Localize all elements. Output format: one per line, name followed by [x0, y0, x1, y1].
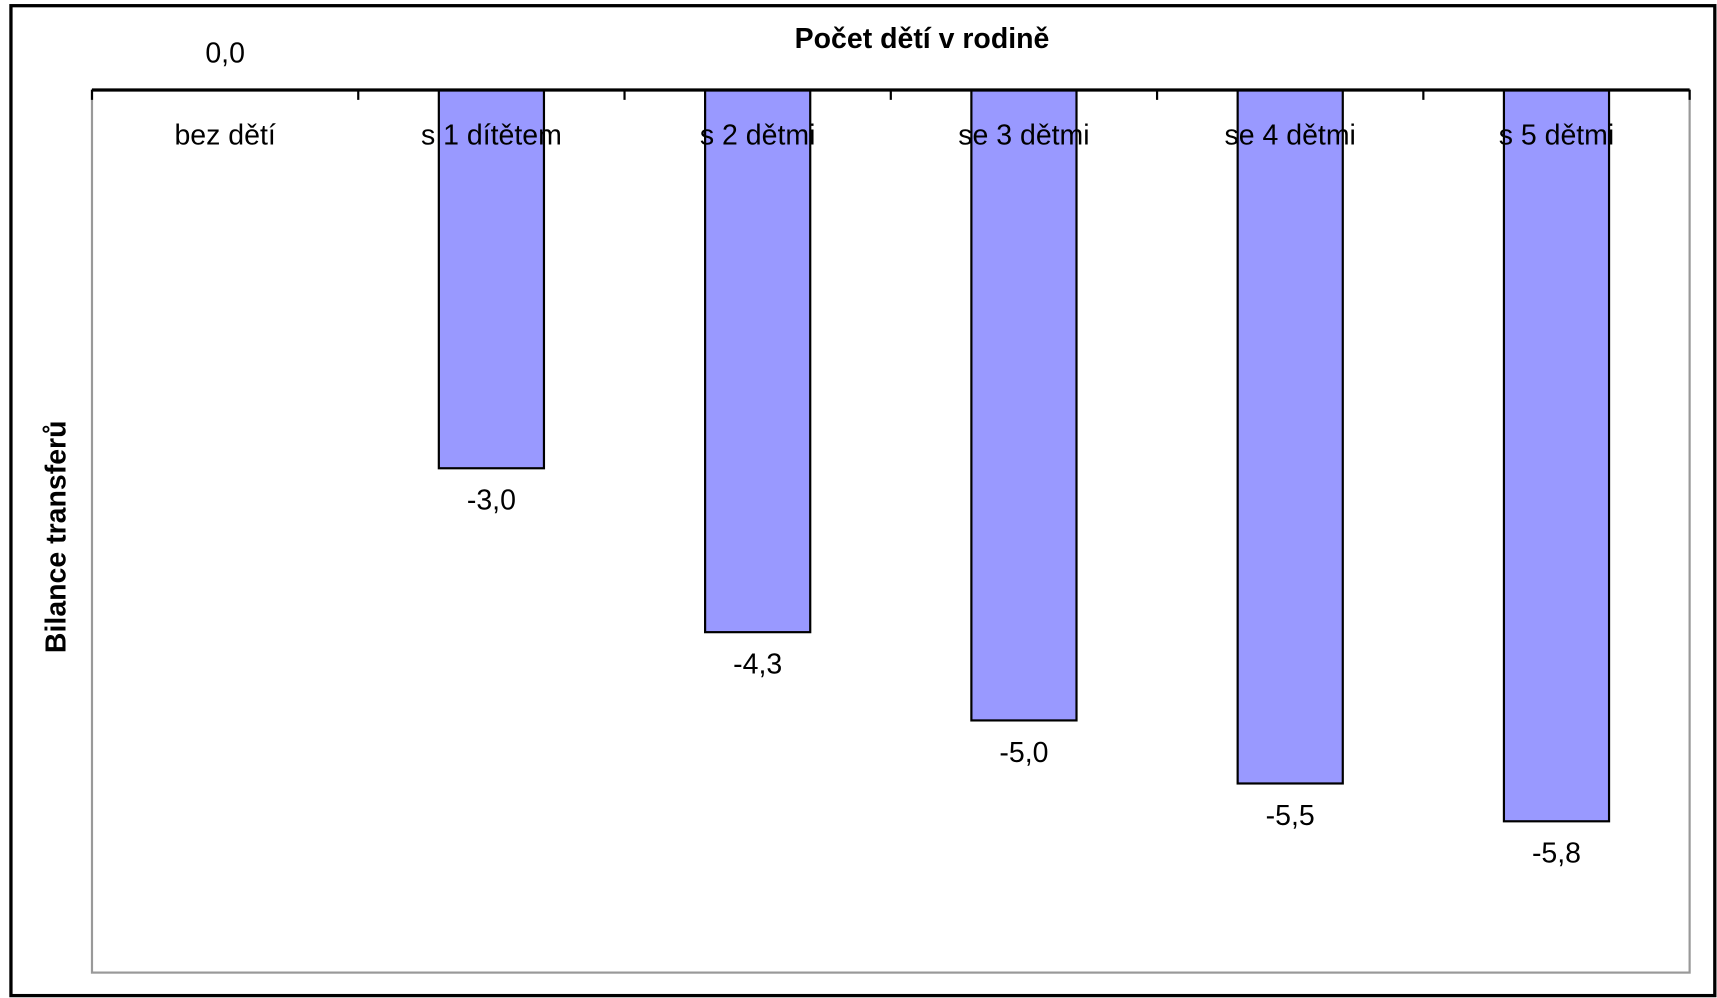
bar [437, 88, 546, 470]
x-tick-label: se 4 dětmi [1225, 120, 1356, 152]
x-tick-label: bez dětí [174, 120, 275, 152]
value-label: -5,5 [1266, 800, 1315, 832]
chart-title: Počet dětí v rodině [795, 23, 1050, 55]
value-label: -4,3 [733, 649, 782, 681]
value-label: 0,0 [205, 37, 245, 69]
x-tick-label: se 3 dětmi [958, 120, 1089, 152]
value-label: -5,8 [1532, 838, 1581, 870]
x-tick-label: s 1 dítětem [421, 120, 562, 152]
x-tick-label: s 2 dětmi [700, 120, 816, 152]
plot-area [90, 88, 1691, 974]
bar [1502, 88, 1611, 823]
value-label: -5,0 [999, 737, 1048, 769]
x-tick-label: s 5 dětmi [1499, 120, 1615, 152]
y-axis-label: Bilance transferů [41, 420, 73, 653]
bar [970, 88, 1078, 722]
bar [1236, 88, 1344, 785]
value-label: -3,0 [467, 485, 516, 517]
bar [704, 88, 812, 634]
